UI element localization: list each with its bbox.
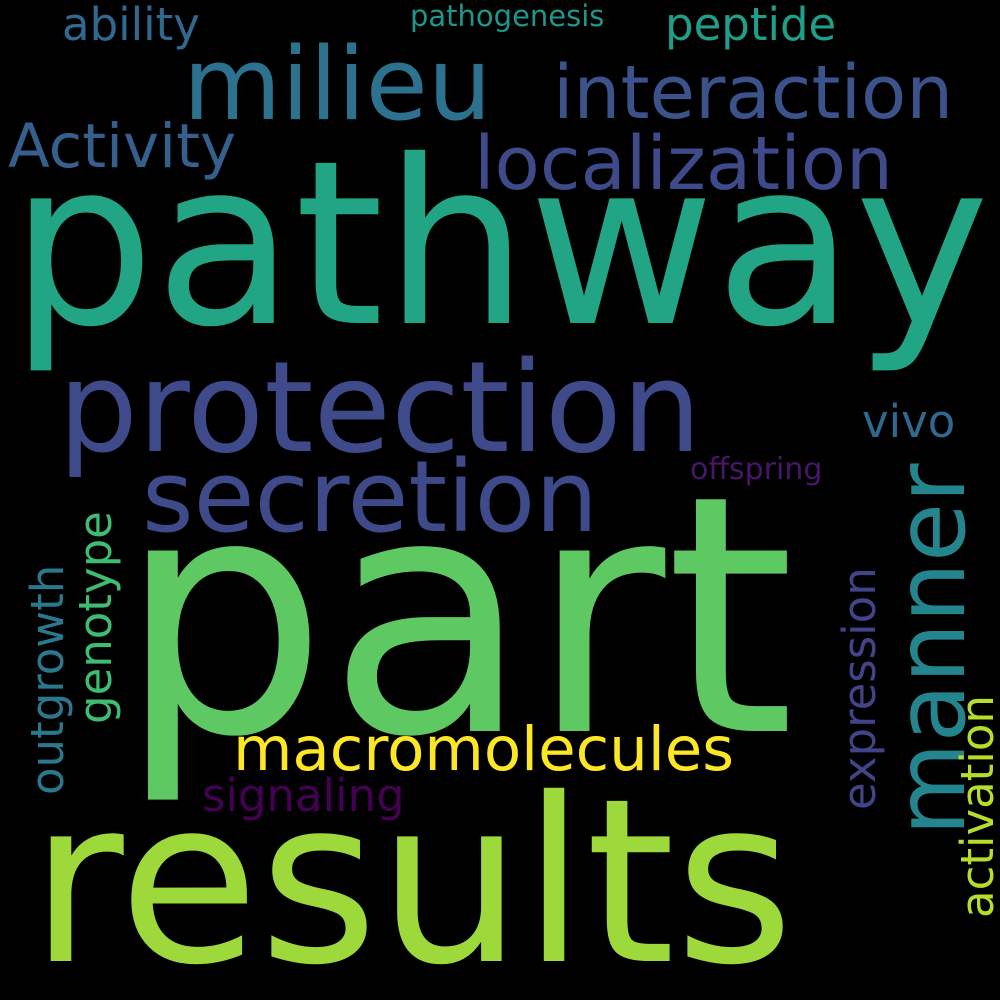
word-secretion: secretion [142,440,598,555]
word-vivo: vivo [862,395,956,448]
word-pathogenesis: pathogenesis [410,0,605,33]
word-pathway: pathway [10,111,990,377]
word-ability: ability [62,0,200,51]
word-activation: activation [951,695,1000,918]
word-part: part [118,425,795,809]
word-macromolecules: macromolecules [233,714,735,785]
word-localization: localization [474,121,893,207]
word-offspring: offspring [690,452,823,487]
word-results: results [30,749,794,1000]
word-genotype: genotype [69,511,122,724]
word-signaling: signaling [202,769,405,822]
word-interaction: interaction [553,50,954,136]
word-Activity: Activity [8,111,237,182]
word-peptide: peptide [665,0,837,51]
word-outgrowth: outgrowth [21,564,74,795]
word-expression: expression [833,567,886,810]
word-protection: protection [58,334,702,481]
word-milieu: milieu [183,25,492,143]
